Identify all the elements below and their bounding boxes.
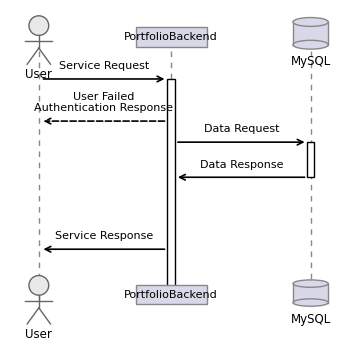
Text: User: User — [25, 328, 52, 341]
Text: Data Request: Data Request — [204, 125, 279, 134]
Bar — [307, 142, 314, 177]
Text: User Failed
Authentication Response: User Failed Authentication Response — [35, 92, 173, 113]
Text: Data Response: Data Response — [199, 160, 283, 170]
Text: PortfolioBackend: PortfolioBackend — [124, 290, 218, 300]
Bar — [167, 79, 175, 290]
Bar — [293, 284, 328, 303]
Ellipse shape — [293, 299, 328, 306]
Text: PortfolioBackend: PortfolioBackend — [124, 32, 218, 42]
Text: User: User — [25, 68, 52, 81]
Ellipse shape — [293, 18, 328, 26]
Ellipse shape — [293, 280, 328, 287]
Text: Service Response: Service Response — [55, 232, 153, 241]
Text: Service Request: Service Request — [59, 61, 149, 71]
Bar — [136, 27, 207, 46]
Circle shape — [29, 16, 49, 35]
Bar — [136, 285, 207, 304]
Text: MySQL: MySQL — [291, 55, 331, 68]
Text: MySQL: MySQL — [291, 313, 331, 326]
Circle shape — [29, 276, 49, 295]
Bar — [293, 22, 328, 45]
Ellipse shape — [293, 40, 328, 49]
